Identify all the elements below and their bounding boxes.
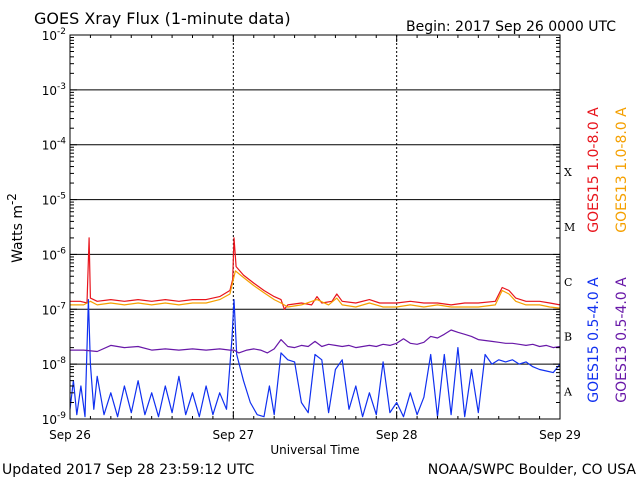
y-axis-ticks: 10-910-810-710-610-510-410-310-2 [42, 27, 560, 427]
series-line-1 [70, 237, 561, 310]
legend-entry: GOES13 1.0-8.0 A [614, 107, 630, 233]
flare-class-B: B [564, 331, 572, 344]
y-tick-label: 10-9 [42, 411, 67, 427]
svg-text:Watts m-2: Watts m-2 [5, 193, 26, 263]
y-tick-base: 10 [42, 413, 57, 427]
series-lines [69, 237, 561, 418]
y-tick-label: 10-5 [42, 192, 66, 208]
series-line-4 [70, 329, 561, 354]
y-axis-label-text: Watts m [10, 205, 26, 263]
x-axis-label: Universal Time [270, 443, 359, 457]
flare-class-C: C [564, 276, 572, 289]
y-tick-base: 10 [42, 84, 57, 98]
x-tick-label: Sep 27 [212, 428, 254, 442]
y-tick-base: 10 [42, 358, 57, 372]
flare-class-labels: X M C B A [563, 166, 575, 398]
y-tick-base: 10 [42, 194, 57, 208]
begin-label: Begin: 2017 Sep 26 0000 UTC [406, 19, 616, 35]
y-tick-base: 10 [42, 303, 57, 317]
legend: GOES15 1.0-8.0 A GOES13 1.0-8.0 A GOES15 0… [586, 107, 630, 403]
y-tick-base: 10 [42, 29, 57, 43]
plot-frame [69, 34, 561, 420]
updated-timestamp: Updated 2017 Sep 28 23:59:12 UTC [2, 462, 255, 478]
y-tick-label: 10-8 [42, 356, 67, 372]
chart-title: GOES Xray Flux (1-minute data) [34, 9, 291, 28]
series-line-3 [69, 299, 561, 418]
x-tick-label: Sep 28 [376, 428, 418, 442]
x-tick-label: Sep 29 [539, 428, 581, 442]
y-axis-label-exponent: -2 [5, 193, 19, 205]
legend-entry: GOES15 1.0-8.0 A [586, 107, 602, 233]
y-tick-exponent: -2 [57, 27, 66, 37]
credit-text: NOAA/SWPC Boulder, CO USA [428, 462, 637, 478]
y-tick-label: 10-3 [42, 82, 66, 98]
flare-class-M: M [564, 221, 575, 234]
legend-entry: GOES13 0.5-4.0 A [614, 277, 630, 403]
y-tick-exponent: -7 [57, 301, 66, 311]
y-tick-exponent: -9 [57, 411, 66, 421]
horizontal-decade-gridlines [70, 89, 560, 365]
y-axis-label: Watts m-2 [5, 193, 26, 263]
flare-class-X: X [564, 166, 572, 179]
y-tick-base: 10 [42, 139, 57, 153]
y-tick-exponent: -8 [57, 356, 66, 366]
flare-class-A: A [563, 386, 573, 399]
y-tick-label: 10-7 [42, 301, 66, 317]
y-tick-exponent: -6 [57, 246, 66, 256]
y-tick-exponent: -4 [57, 137, 66, 147]
y-tick-exponent: -5 [57, 192, 66, 202]
y-tick-base: 10 [42, 248, 57, 262]
y-tick-label: 10-4 [42, 137, 67, 153]
y-tick-label: 10-6 [42, 246, 67, 262]
series-line-2 [70, 270, 561, 309]
legend-entry: GOES15 0.5-4.0 A [586, 277, 602, 403]
y-tick-label: 10-2 [42, 27, 66, 43]
vertical-day-gridlines [232, 35, 398, 419]
y-tick-exponent: -3 [57, 82, 66, 92]
x-axis-ticks: Sep 26 Sep 27 Sep 28 Sep 29 [49, 35, 581, 442]
x-tick-label: Sep 26 [49, 428, 91, 442]
